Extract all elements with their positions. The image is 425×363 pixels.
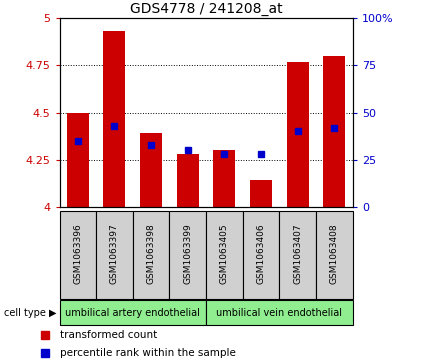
Bar [243,211,280,299]
Text: cell type ▶: cell type ▶ [4,307,57,318]
Bar [250,180,272,207]
Text: GSM1063407: GSM1063407 [293,223,302,284]
Bar [206,211,243,299]
Text: GSM1063397: GSM1063397 [110,223,119,284]
Text: GSM1063406: GSM1063406 [257,223,266,284]
Bar [280,211,316,299]
Bar [140,133,162,207]
Bar [67,113,89,207]
Bar [170,211,206,299]
Bar [316,211,353,299]
Text: percentile rank within the sample: percentile rank within the sample [60,348,236,358]
Text: umbilical artery endothelial: umbilical artery endothelial [65,307,200,318]
Bar [96,211,133,299]
Bar [60,300,206,325]
Text: GSM1063396: GSM1063396 [74,223,82,284]
Text: transformed count: transformed count [60,330,158,340]
Bar [177,154,199,207]
Bar [103,31,125,207]
Text: GSM1063408: GSM1063408 [330,223,339,284]
Bar [287,62,309,207]
Title: GDS4778 / 241208_at: GDS4778 / 241208_at [130,2,283,16]
Text: GSM1063398: GSM1063398 [147,223,156,284]
Text: GSM1063399: GSM1063399 [183,223,192,284]
Bar [60,211,96,299]
Bar [206,300,353,325]
Bar [323,56,346,207]
Bar [133,211,170,299]
Text: GSM1063405: GSM1063405 [220,223,229,284]
Text: umbilical vein endothelial: umbilical vein endothelial [216,307,343,318]
Bar [213,150,235,207]
